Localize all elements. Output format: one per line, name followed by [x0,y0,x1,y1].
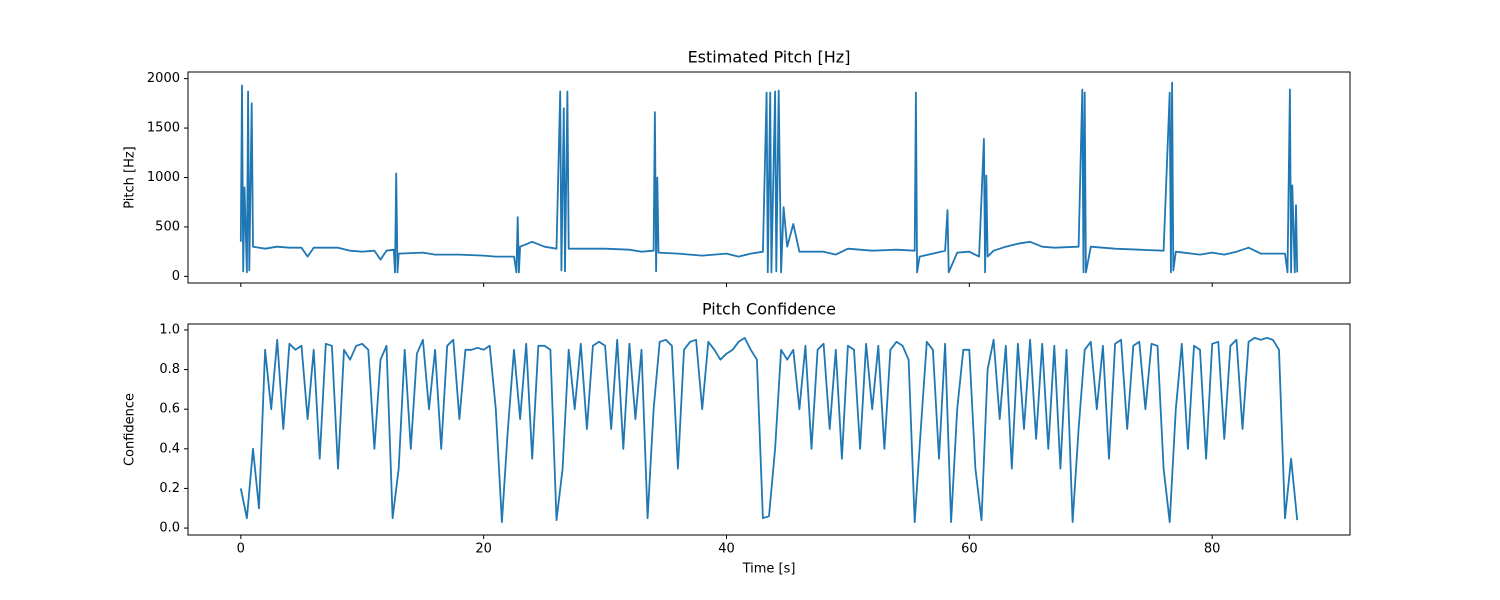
y-tick-label: 1500 [147,121,180,136]
y-tick-label: 1000 [147,170,180,185]
y-tick-label: 0.4 [159,441,180,456]
y-tick-label: 0.2 [159,481,180,496]
pitch-line [239,81,1299,274]
y-tick-label: 0.8 [159,362,180,377]
x-tick-label: 80 [1204,542,1221,557]
y-tick-label: 0.0 [159,521,180,536]
y-tick-label: 2000 [147,71,180,86]
pitch-line [239,337,1299,523]
axes-frame [187,323,1351,536]
y-tick-label: 500 [155,219,180,234]
panel-title: Pitch Confidence [702,300,836,319]
x-tick-label: 0 [237,542,245,557]
x-axis-label: Time [s] [742,562,796,577]
y-tick-label: 0.6 [159,402,180,417]
x-tick-label: 60 [961,542,978,557]
y-tick-label: 1.0 [159,322,180,337]
y-tick-label: 0 [172,269,180,284]
y-axis-label: Confidence [123,393,138,466]
x-tick-label: 40 [718,542,735,557]
panel-title: Estimated Pitch [Hz] [688,48,851,67]
axes-frame [187,71,1351,284]
y-axis-label: Pitch [Hz] [123,146,138,209]
x-tick-label: 20 [475,542,492,557]
